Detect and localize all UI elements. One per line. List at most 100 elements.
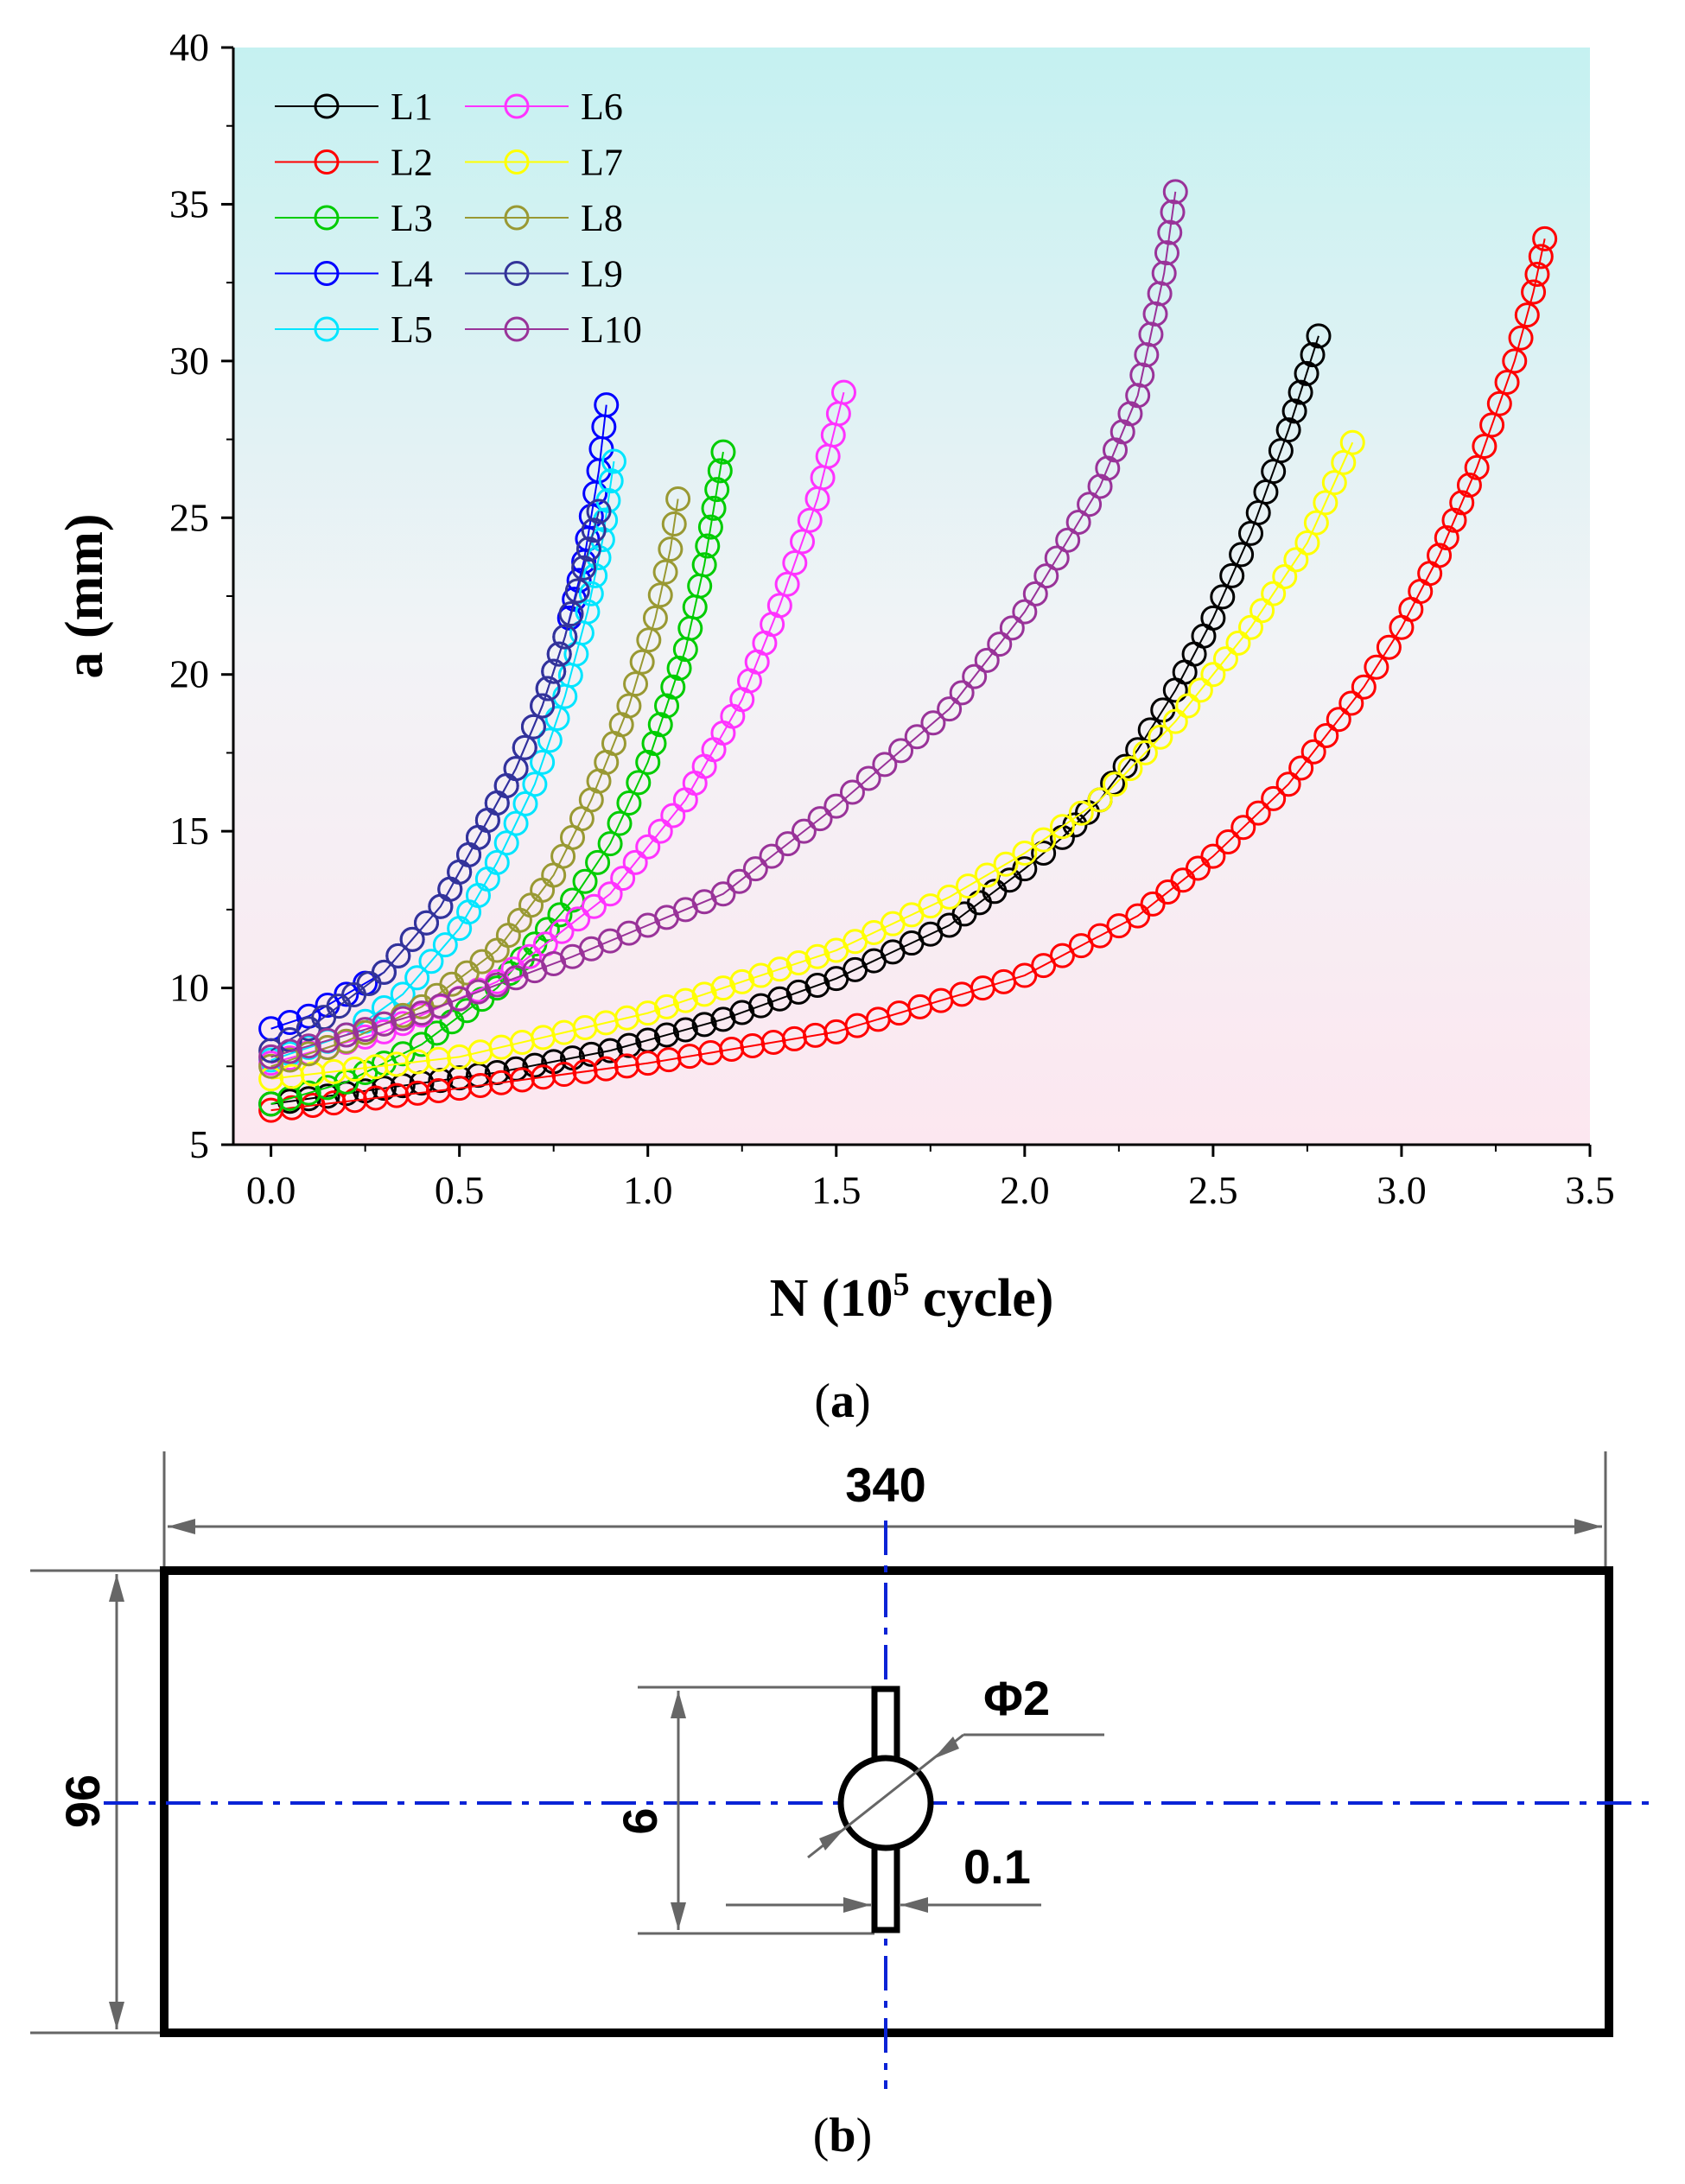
legend-label: L5	[391, 308, 433, 351]
data-point	[804, 943, 830, 969]
caption-a: (a)	[814, 1375, 870, 1428]
data-point	[598, 468, 624, 494]
data-point	[546, 641, 572, 667]
data-point	[999, 615, 1025, 641]
data-point	[564, 578, 590, 604]
data-point	[1012, 599, 1038, 625]
data-point	[1472, 434, 1497, 460]
data-point	[774, 571, 800, 597]
data-point	[710, 881, 736, 907]
data-point	[672, 987, 698, 1013]
y-tick-label: 20	[169, 652, 209, 696]
data-point	[558, 601, 584, 627]
data-point	[610, 866, 636, 892]
data-point	[560, 1045, 585, 1071]
x-axis-title: N (105 cycle)	[770, 1267, 1054, 1328]
y-axis-title: a (mm)	[55, 513, 114, 678]
data-point	[1272, 564, 1298, 590]
data-point	[1157, 219, 1183, 245]
data-point	[1219, 562, 1245, 588]
data-point	[1521, 279, 1547, 305]
data-point	[1434, 525, 1459, 551]
data-point	[1031, 841, 1057, 867]
slot-width-label: 0.1	[963, 1839, 1031, 1894]
data-point	[530, 749, 556, 775]
data-point	[660, 674, 686, 700]
height-arrow-bottom	[109, 2002, 124, 2029]
data-point	[597, 1038, 623, 1063]
data-point	[797, 507, 823, 533]
data-point	[258, 1091, 284, 1117]
data-point	[949, 680, 975, 706]
data-point	[1087, 787, 1113, 813]
data-point	[665, 486, 691, 512]
data-point	[334, 1022, 359, 1048]
legend-marker	[314, 205, 340, 231]
legend-item-l3: L3	[275, 197, 433, 239]
legend-label: L9	[581, 253, 623, 295]
data-point	[512, 734, 537, 760]
data-point	[616, 790, 642, 816]
data-point	[622, 849, 648, 875]
data-point	[315, 1035, 340, 1061]
data-point	[371, 959, 397, 985]
series-l2	[258, 225, 1558, 1123]
data-point	[1012, 841, 1038, 867]
specimen-drawing: 340 96 6 Φ2 0.1	[30, 1451, 1659, 2089]
x-tick-label: 3.5	[1565, 1168, 1615, 1212]
data-point	[710, 439, 736, 465]
data-point	[1238, 614, 1263, 640]
legend-item-l1: L1	[275, 86, 433, 128]
data-point	[1303, 510, 1329, 536]
y-tick-label: 15	[169, 809, 209, 853]
legend-label: L2	[391, 142, 433, 184]
data-point	[636, 627, 662, 653]
data-point	[904, 724, 930, 750]
data-point	[1339, 429, 1365, 455]
data-point	[537, 727, 563, 753]
data-point	[258, 1038, 284, 1063]
data-point	[707, 458, 733, 484]
caption-b-letter: b	[829, 2109, 855, 2162]
data-point	[1245, 800, 1271, 826]
data-point	[1479, 412, 1505, 438]
data-point	[1528, 244, 1554, 270]
legend-item-l8: L8	[465, 197, 623, 239]
data-point	[572, 868, 598, 894]
data-point	[1275, 417, 1301, 443]
data-point	[277, 1009, 302, 1035]
data-point	[782, 550, 808, 576]
data-point	[1306, 323, 1332, 349]
data-point	[727, 868, 753, 894]
data-point	[647, 818, 673, 844]
data-point	[823, 793, 849, 819]
data-point	[258, 1053, 284, 1079]
center-hole	[837, 1755, 934, 1851]
legend-label: L7	[581, 142, 623, 184]
data-point	[1514, 302, 1540, 328]
x-axis-title-main: N (10	[770, 1269, 893, 1328]
data-point	[581, 893, 607, 919]
data-point	[1300, 342, 1326, 368]
data-point	[695, 533, 721, 559]
data-point	[626, 770, 652, 796]
data-point	[807, 806, 833, 832]
data-point	[791, 818, 817, 844]
data-point	[517, 943, 543, 969]
data-point	[1294, 360, 1319, 386]
legend-marker	[504, 316, 530, 342]
data-point	[1313, 722, 1339, 748]
data-point	[585, 849, 611, 875]
data-point	[654, 994, 680, 1019]
data-point	[697, 514, 723, 540]
y-tick-label: 35	[169, 181, 209, 225]
data-point	[790, 529, 816, 555]
data-point	[1132, 740, 1158, 765]
data-point	[575, 536, 601, 562]
legend-marker	[504, 261, 530, 286]
data-point	[512, 790, 538, 816]
data-point	[1300, 739, 1326, 765]
data-point	[647, 582, 673, 608]
legend-label: L6	[581, 86, 623, 128]
data-point	[1162, 708, 1188, 734]
